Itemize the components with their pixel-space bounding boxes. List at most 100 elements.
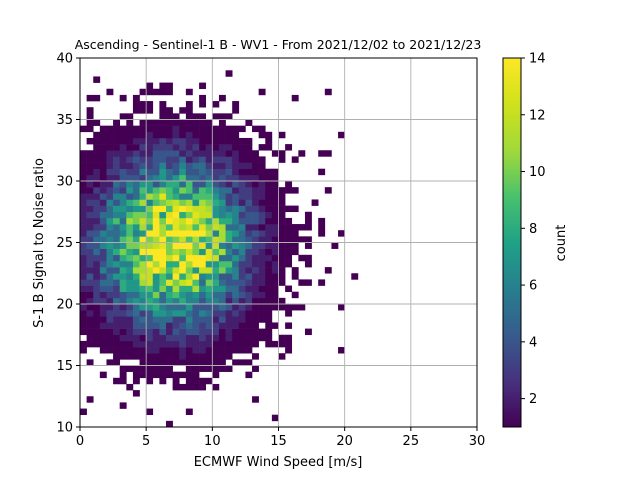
histogram-cell	[318, 150, 326, 157]
histogram-cell	[199, 236, 207, 243]
histogram-cell	[106, 144, 114, 151]
histogram-cell	[86, 205, 94, 213]
histogram-cell	[132, 242, 140, 249]
histogram-cell	[132, 156, 140, 163]
histogram-cell	[265, 260, 273, 268]
histogram-cell	[106, 322, 114, 329]
histogram-cell	[132, 254, 140, 262]
histogram-cell	[152, 168, 160, 176]
histogram-cell	[106, 193, 114, 200]
histogram-cell	[159, 334, 167, 342]
histogram-cell	[271, 414, 279, 422]
histogram-cell	[258, 285, 266, 292]
histogram-cell	[232, 316, 240, 323]
histogram-cell	[146, 131, 154, 139]
histogram-cell	[199, 82, 207, 90]
histogram-cell	[93, 248, 101, 256]
histogram-cell	[86, 168, 94, 176]
histogram-cell	[278, 156, 286, 163]
histogram-cell	[139, 181, 147, 188]
histogram-cell	[166, 347, 173, 354]
histogram-cell	[238, 316, 246, 323]
histogram-cell	[166, 113, 173, 120]
histogram-cell	[172, 316, 180, 323]
histogram-cell	[232, 224, 240, 231]
histogram-cell	[146, 267, 154, 274]
histogram-cell	[278, 279, 286, 286]
histogram-cell	[245, 310, 253, 317]
histogram-cell	[119, 273, 127, 280]
histogram-cell	[179, 359, 187, 366]
histogram-cell	[225, 340, 233, 348]
histogram-cell	[278, 242, 286, 249]
histogram-cell	[86, 199, 94, 206]
histogram-cell	[192, 125, 200, 133]
histogram-cell	[218, 279, 226, 286]
histogram-cell	[218, 365, 226, 372]
histogram-cell	[258, 187, 266, 194]
histogram-cell	[245, 187, 253, 194]
histogram-cell	[185, 340, 193, 348]
histogram-cell	[166, 150, 173, 157]
chart-title: Ascending - Sentinel-1 B - WV1 - From 20…	[75, 37, 482, 52]
histogram-cell	[205, 365, 213, 372]
histogram-cell	[132, 211, 140, 219]
histogram-cell	[245, 322, 253, 329]
histogram-cell	[139, 291, 147, 299]
colorbar-gradient	[503, 58, 521, 427]
histogram-cell	[86, 125, 94, 133]
histogram-cell	[106, 304, 114, 311]
histogram-cell	[185, 131, 193, 139]
histogram-cell	[218, 340, 226, 348]
histogram-cell	[185, 365, 193, 372]
histogram-cell	[205, 205, 213, 213]
histogram-cell	[285, 248, 293, 256]
histogram-cell	[304, 279, 312, 286]
histogram-cell	[212, 285, 220, 292]
histogram-cell	[113, 353, 120, 360]
histogram-cell	[139, 236, 147, 243]
histogram-cell	[258, 205, 266, 213]
histogram-cell	[278, 260, 286, 268]
histogram-cell	[185, 297, 193, 305]
histogram-cell	[225, 187, 233, 194]
histogram-cell	[285, 334, 293, 342]
histogram-cell	[152, 248, 160, 256]
histogram-cell	[106, 334, 114, 342]
histogram-cell	[119, 162, 127, 169]
histogram-cell	[192, 371, 200, 379]
y-tick-label: 35	[56, 113, 73, 128]
histogram-cell	[93, 291, 101, 299]
histogram-cell	[86, 242, 94, 249]
histogram-cell	[278, 193, 286, 200]
histogram-cell	[80, 199, 87, 206]
histogram-cell	[166, 211, 173, 219]
histogram-cell	[185, 199, 193, 206]
histogram-cell	[252, 242, 259, 249]
histogram-cell	[159, 242, 167, 249]
histogram-cell	[265, 297, 273, 305]
histogram-cell	[232, 107, 240, 114]
histogram-cell	[218, 347, 226, 354]
histogram-cell	[159, 199, 167, 206]
histogram-cell	[113, 162, 120, 169]
histogram-cell	[285, 304, 293, 311]
histogram-cell	[199, 273, 207, 280]
histogram-cell	[245, 304, 253, 311]
histogram-cell	[238, 236, 246, 243]
histogram-cell	[225, 279, 233, 286]
histogram-cell	[86, 236, 94, 243]
histogram-cell	[218, 236, 226, 243]
histogram-cell	[245, 144, 253, 151]
histogram-cell	[86, 94, 94, 102]
histogram-cell	[304, 260, 312, 268]
histogram-cell	[99, 230, 107, 237]
histogram-cell	[212, 217, 220, 225]
histogram-cell	[159, 88, 167, 96]
histogram-cell	[252, 260, 259, 268]
histogram-cell	[185, 125, 193, 133]
histogram-cell	[212, 297, 220, 305]
histogram-cell	[271, 340, 279, 348]
histogram-cell	[99, 156, 107, 163]
histogram-cell	[146, 187, 154, 194]
